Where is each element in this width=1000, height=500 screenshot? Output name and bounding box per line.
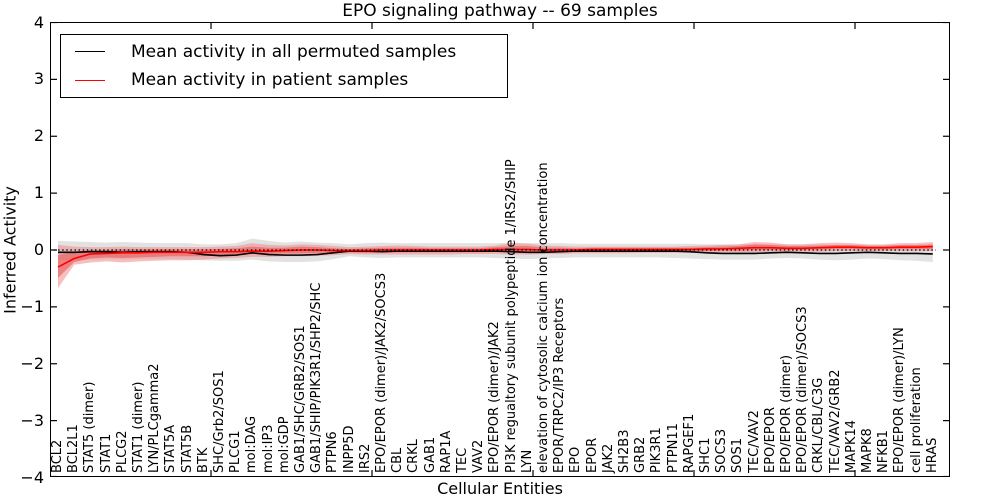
legend-entry-patient: Mean activity in patient samples xyxy=(61,66,507,94)
x-tick-label: STAT5A xyxy=(163,424,179,473)
x-tick-label: LYN/PLCgamma2 xyxy=(147,363,163,473)
x-tick-label: NFKB1 xyxy=(876,430,892,473)
y-tick-label: −4 xyxy=(20,467,44,487)
plot-canvas xyxy=(50,22,950,477)
chart-title: EPO signaling pathway -- 69 samples xyxy=(342,1,658,21)
x-tick-label: VAV2 xyxy=(471,439,487,473)
x-tick-label: PTPN11 xyxy=(665,423,681,473)
x-tick-label: STAT5 (dimer) xyxy=(82,381,98,473)
y-tick-label: 2 xyxy=(33,126,44,146)
series-line-Mean activity in patient samples xyxy=(57,245,933,268)
x-tick-label: INPP5D xyxy=(341,425,357,473)
x-tick-label: cell proliferation xyxy=(908,367,924,473)
legend: Mean activity in all permuted samples Me… xyxy=(60,34,508,98)
x-tick-label: BCL2L1 xyxy=(66,424,82,473)
x-tick-label: IRS2 xyxy=(357,443,373,473)
y-tick-label: 4 xyxy=(33,12,44,32)
x-tick-label: GRB2 xyxy=(633,436,649,473)
x-tick-label: RAPGEF1 xyxy=(681,413,697,473)
x-tick-label: TEC/VAV2/GRB2 xyxy=(827,369,843,473)
x-tick-label: EPO xyxy=(568,446,584,473)
x-tick-label: EPO/EPOR (dimer)/JAK2 xyxy=(487,321,503,473)
x-tick-label: SOS1 xyxy=(730,437,746,473)
legend-entry-permuted: Mean activity in all permuted samples xyxy=(61,38,507,66)
x-tick-label: mol:GDP xyxy=(276,416,292,473)
x-tick-label: STAT1 (dimer) xyxy=(131,381,146,473)
x-tick-label: HRAS xyxy=(924,437,940,473)
x-tick-label: LYN xyxy=(519,449,535,473)
x-tick-label: SH2B3 xyxy=(617,429,632,474)
x-tick-label: EPOR/TRPC2/IP3 Receptors xyxy=(552,297,568,473)
legend-line-sample-black xyxy=(75,51,105,53)
x-tick-label: STAT1 xyxy=(98,433,114,473)
x-tick-label: BCL2 xyxy=(50,439,65,473)
x-tick-label: EPO/EPOR (dimer)/SOCS3 xyxy=(795,306,811,473)
x-tick-label: EPO/EPOR (dimer) xyxy=(779,354,794,473)
x-tick-label: elevation of cytosolic calcium ion conce… xyxy=(536,162,551,473)
plot-area: Mean activity in all permuted samples Me… xyxy=(50,22,950,477)
x-tick-label: mol:DAG xyxy=(244,415,260,473)
x-tick-label: MAPK14 xyxy=(843,419,859,473)
y-tick-label: 0 xyxy=(33,240,44,259)
x-tick-label: CBL xyxy=(390,447,406,473)
y-tick-label: 1 xyxy=(33,183,44,203)
x-tick-label: SHC1 xyxy=(698,437,713,473)
patient-samples-band-inner xyxy=(58,244,933,278)
y-tick-label: −3 xyxy=(20,410,44,430)
legend-line-sample-red xyxy=(75,79,105,81)
x-tick-label: PLCG1 xyxy=(228,430,244,473)
y-tick-label: 3 xyxy=(33,69,44,89)
x-tick-label: TEC xyxy=(455,447,470,473)
x-tick-label: SHC/Grb2/SOS1 xyxy=(212,370,227,473)
x-tick-label: PTPN6 xyxy=(325,431,341,473)
x-tick-label: BTK xyxy=(195,447,211,473)
x-tick-label: PIK3R1 xyxy=(649,427,665,473)
legend-label-permuted: Mean activity in all permuted samples xyxy=(131,41,457,62)
x-tick-label: EPO/EPOR (dimer)/JAK2/SOCS3 xyxy=(374,272,389,473)
x-tick-label: GAB1/SHIP/PIK3R1/SHP2/SHC xyxy=(309,282,325,473)
x-tick-label: SOCS3 xyxy=(714,428,730,473)
x-tick-label: PLCG2 xyxy=(114,430,130,473)
y-tick-label: −1 xyxy=(20,296,44,316)
x-axis-label: Cellular Entities xyxy=(437,479,563,498)
x-tick-label: CRKL/CBL/C3G xyxy=(811,377,827,473)
x-tick-label: EPO/EPOR xyxy=(762,407,778,473)
series-line-Mean activity in all permuted samples xyxy=(58,250,933,257)
x-tick-label: JAK2 xyxy=(600,443,616,473)
x-tick-label: GAB1 xyxy=(422,436,438,473)
x-tick-label: EPOR xyxy=(584,437,600,473)
x-tick-label: PI3K regualtory subunit polypeptide 1/IR… xyxy=(503,159,519,473)
x-tick-label: GAB1/SHC/GRB2/SOS1 xyxy=(293,325,308,473)
y-tick-label: −2 xyxy=(20,353,44,373)
x-tick-label: STAT5B xyxy=(179,424,195,473)
x-tick-label: EPO/EPOR (dimer)/LYN xyxy=(892,327,908,473)
x-tick-label: RAP1A xyxy=(438,430,454,473)
x-tick-label: CRKL xyxy=(406,439,422,473)
x-tick-label: MAPK8 xyxy=(860,428,875,473)
legend-label-patient: Mean activity in patient samples xyxy=(131,70,409,91)
x-tick-label: TEC/VAV2 xyxy=(746,410,762,473)
x-tick-label: mol:IP3 xyxy=(260,424,276,473)
